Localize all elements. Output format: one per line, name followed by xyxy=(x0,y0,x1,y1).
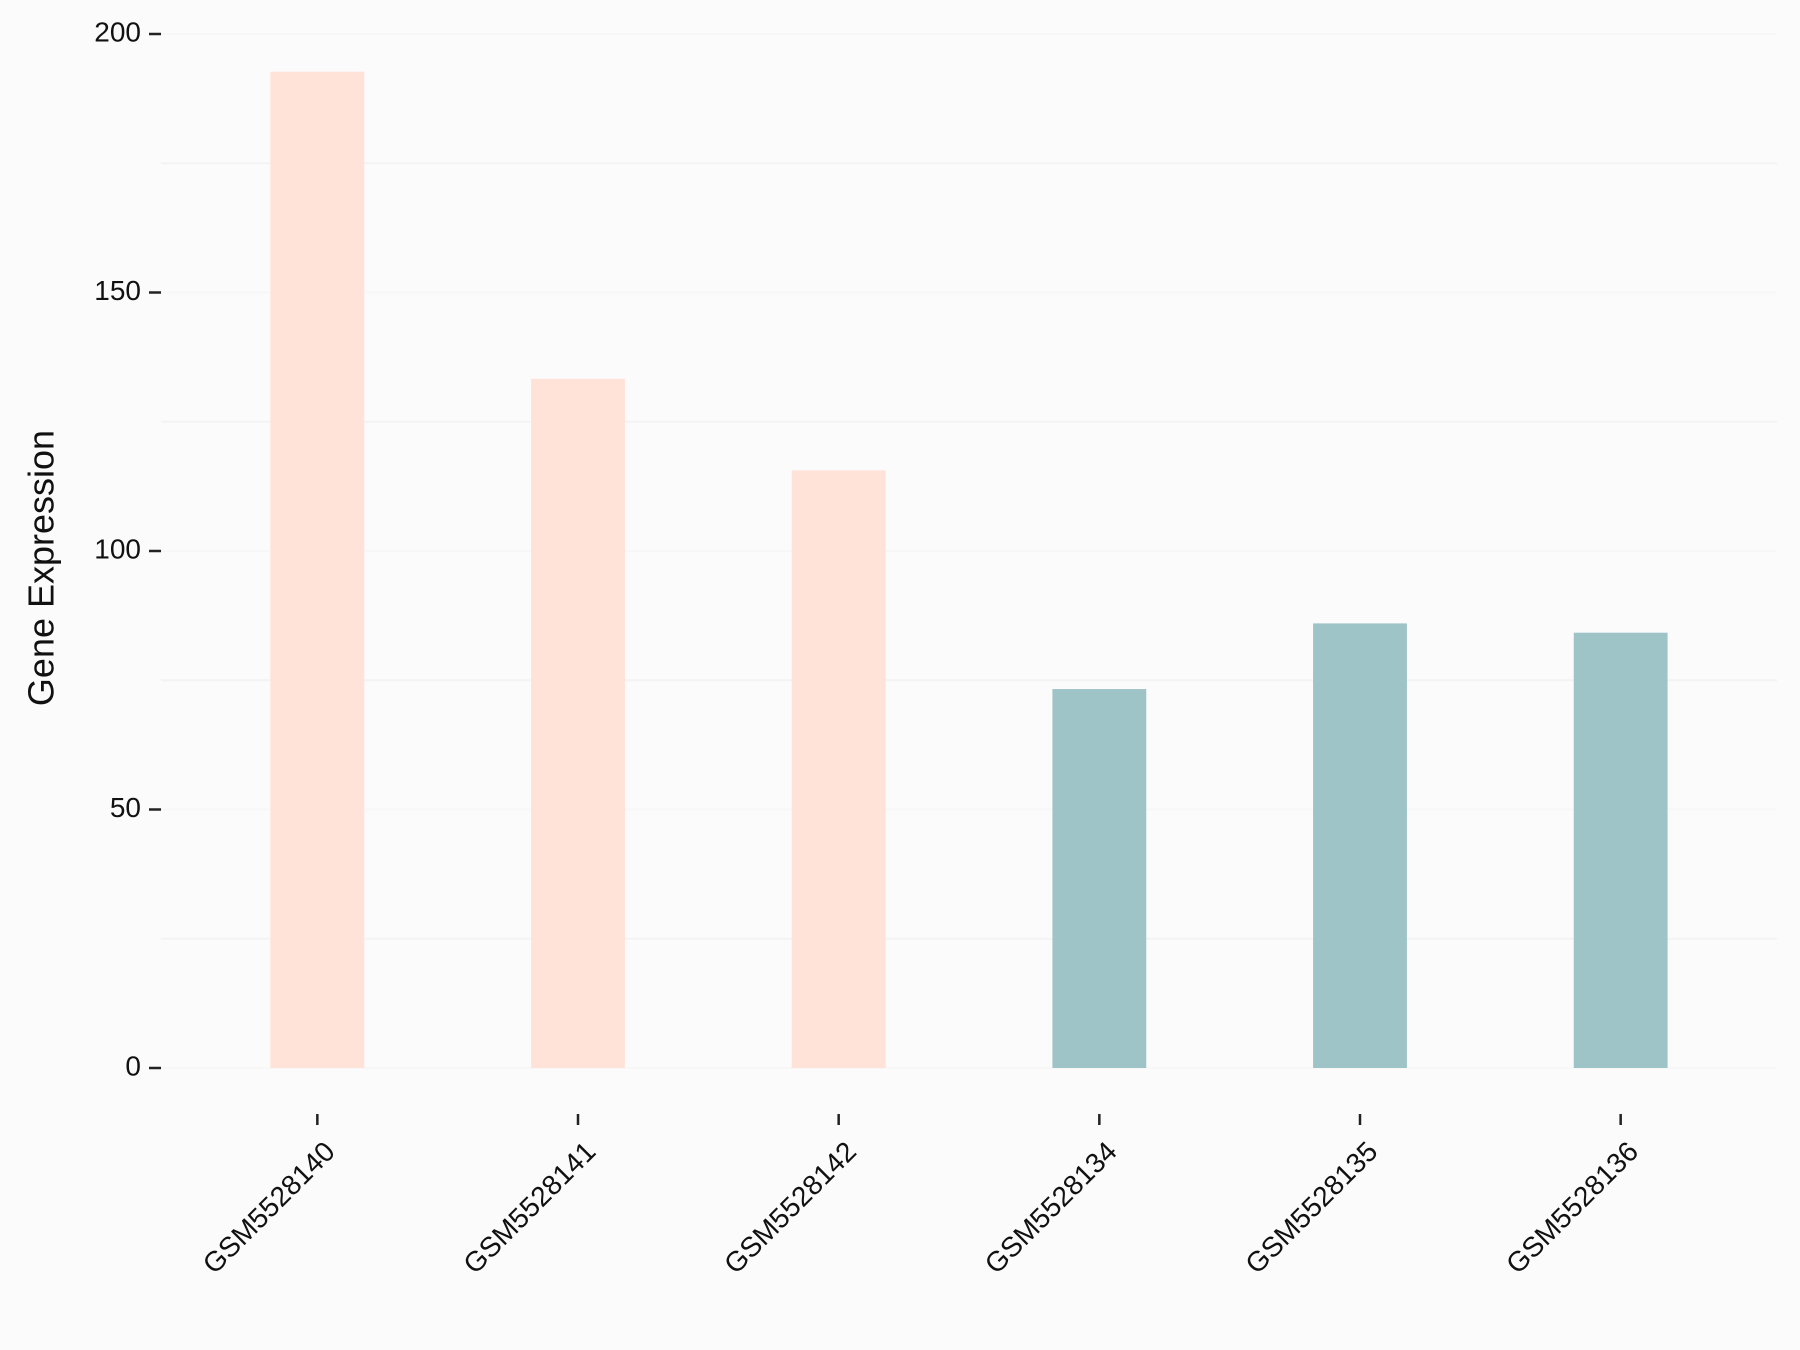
bar xyxy=(1313,623,1407,1068)
bar xyxy=(1052,689,1147,1068)
y-axis-label: Gene Expression xyxy=(21,430,62,706)
bar xyxy=(1573,632,1668,1068)
bar xyxy=(791,470,886,1068)
y-tick-label: 150 xyxy=(94,275,141,306)
y-tick-label: 0 xyxy=(125,1050,141,1081)
y-tick-label: 50 xyxy=(110,792,141,823)
y-tick-label: 100 xyxy=(94,533,141,564)
y-tick-label: 200 xyxy=(94,16,141,47)
bar xyxy=(531,378,625,1068)
bar xyxy=(270,71,365,1069)
